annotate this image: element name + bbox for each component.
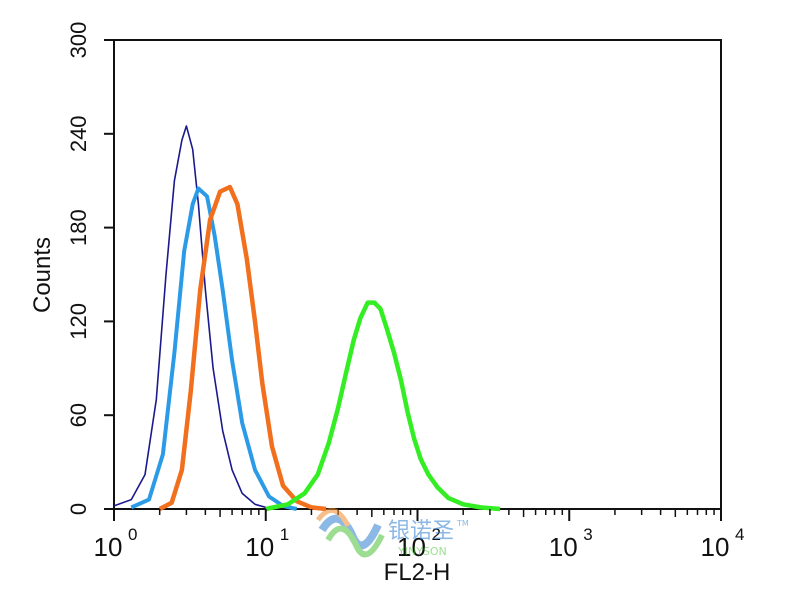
x-tick-exponent: 1: [280, 525, 289, 544]
watermark-logo-ribbon-orange: [315, 508, 351, 528]
x-tick-label: 10: [701, 532, 730, 562]
watermark-logo-cjk: 银诺圣: [388, 519, 454, 544]
watermark-logo-tm: TM: [456, 519, 469, 528]
y-tick-label: 0: [66, 503, 91, 515]
x-tick-label: 10: [549, 532, 578, 562]
x-axis-label: FL2-H: [384, 559, 451, 586]
x-axis: 10 0 10 1 10 2 10 3 10 4: [94, 509, 744, 562]
x-tick-label: 10: [94, 532, 123, 562]
x-tick-exponent: 0: [128, 525, 137, 544]
y-axis: 0 60 120 180 240 300: [66, 22, 114, 515]
watermark-logo: 银诺圣 TM YINYSON: [315, 508, 469, 558]
watermark-logo-latin: YINYSON: [397, 545, 447, 558]
y-tick-label: 240: [66, 115, 91, 152]
y-axis-label: Counts: [29, 237, 56, 313]
watermark-logo-ribbon-green: [325, 525, 385, 558]
plot-frame: [113, 39, 722, 510]
y-tick-label: 300: [66, 22, 91, 59]
series-layer: [113, 125, 501, 512]
histogram-series-2: [130, 186, 298, 511]
x-tick-label: 10: [397, 532, 426, 562]
histogram-series-3: [158, 184, 327, 512]
histogram-series-4: [265, 300, 501, 512]
x-tick-exponent: 3: [583, 525, 592, 544]
x-tick-label: 10: [245, 532, 274, 562]
histogram-series-1: [113, 125, 267, 509]
y-tick-label: 120: [66, 303, 91, 340]
y-tick-label: 180: [66, 209, 91, 246]
x-tick-exponent: 2: [432, 525, 441, 544]
x-tick-exponent: 4: [735, 525, 744, 544]
y-tick-label: 60: [66, 403, 91, 427]
